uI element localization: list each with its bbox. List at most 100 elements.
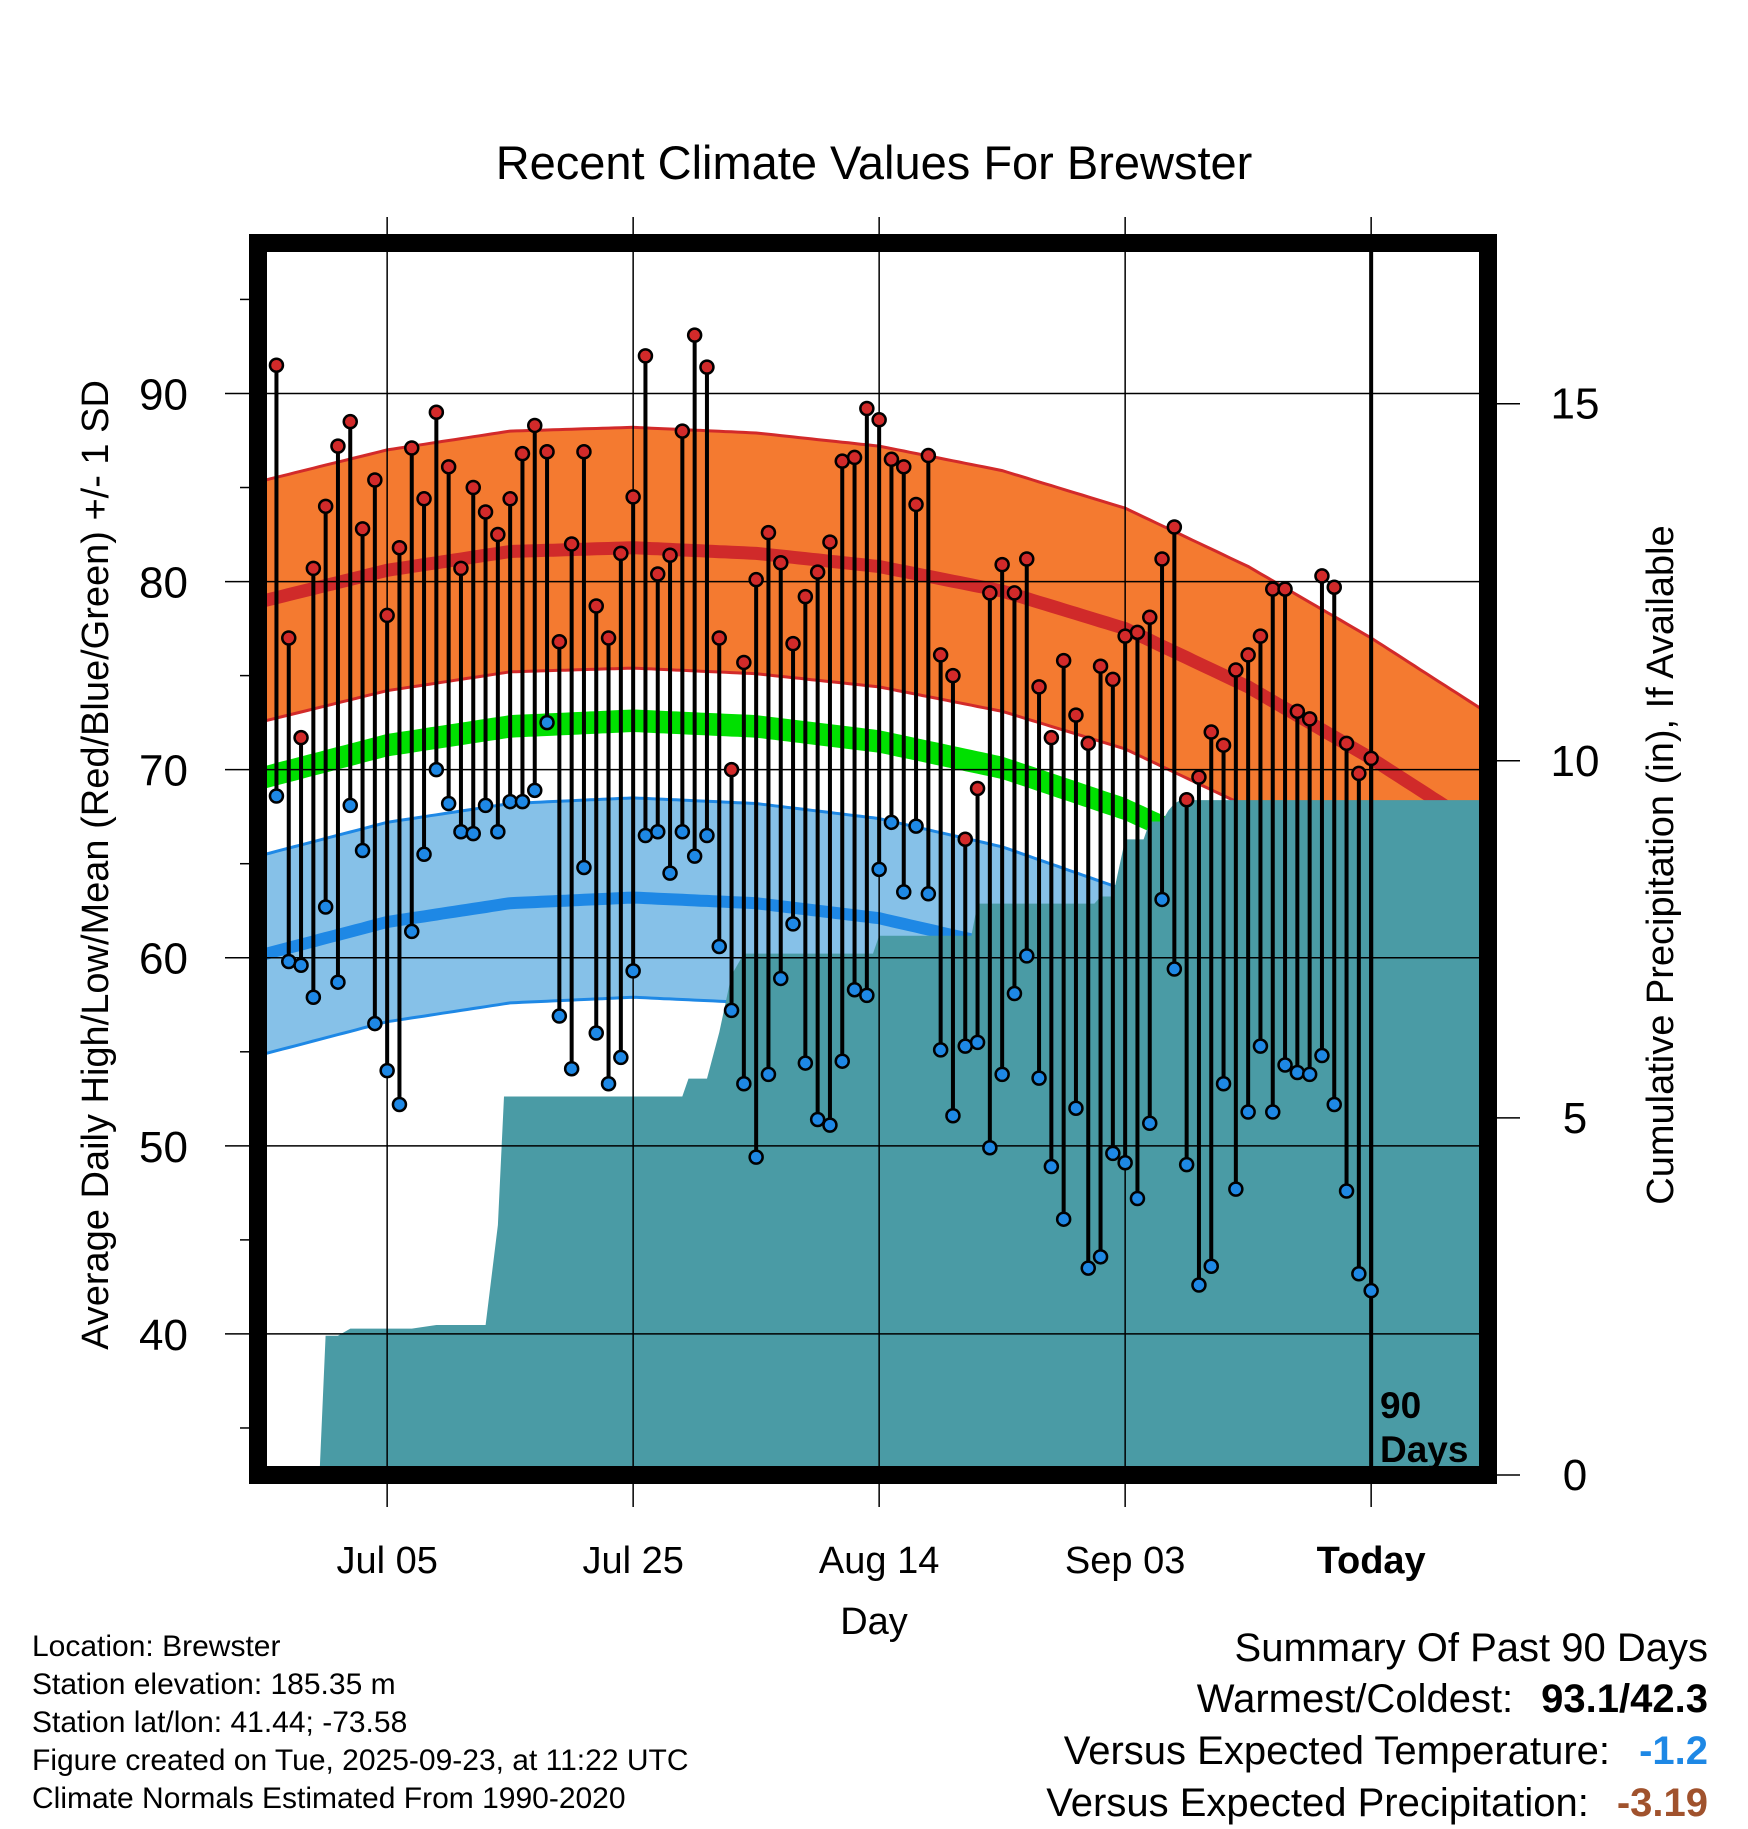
daily-high-point (773, 555, 789, 571)
daily-low-point (354, 842, 371, 859)
daily-high-point (1166, 519, 1183, 535)
daily-low-point (760, 1066, 777, 1083)
daily-low-point (539, 714, 555, 731)
daily-low-point (428, 761, 445, 778)
daily-low-point (404, 923, 420, 940)
window-label-line2: Days (1380, 1429, 1468, 1470)
daily-high-point (1326, 579, 1342, 595)
daily-high-point (1363, 750, 1379, 767)
daily-high-point (539, 444, 555, 460)
daily-high-point (674, 423, 691, 439)
daily-low-point (785, 916, 801, 932)
daily-high-point (883, 451, 900, 468)
daily-high-point (1055, 652, 1072, 669)
daily-high-point (822, 534, 838, 550)
daily-high-point (797, 588, 814, 605)
daily-high-point (490, 526, 506, 543)
daily-low-point (1178, 1156, 1195, 1173)
y2-tick-label: 5 (1563, 1094, 1587, 1143)
summary-panel: Summary Of Past 90 Days Warmest/Coldest:… (1046, 1623, 1708, 1829)
summary-title: Summary Of Past 90 Days (1234, 1626, 1708, 1670)
daily-high-point (846, 449, 863, 466)
daily-low-point (342, 797, 358, 814)
daily-low-point (551, 1008, 568, 1024)
daily-high-point (576, 444, 592, 460)
daily-high-point (404, 440, 420, 456)
daily-low-point (1080, 1260, 1096, 1276)
daily-low-point (908, 818, 924, 834)
daily-high-point (465, 479, 481, 496)
daily-low-point (1326, 1096, 1342, 1113)
daily-high-point (1240, 647, 1256, 663)
x-tick-label: Jul 05 (336, 1540, 437, 1582)
daily-high-point (785, 635, 801, 652)
daily-high-point (330, 438, 346, 454)
daily-high-point (1252, 628, 1269, 644)
daily-low-point (736, 1076, 752, 1092)
daily-high-point (342, 413, 358, 430)
daily-high-point (1178, 792, 1195, 808)
daily-low-point (490, 823, 506, 840)
daily-high-point (1351, 765, 1367, 782)
daily-low-point (883, 814, 900, 831)
daily-high-point (1117, 628, 1133, 644)
daily-low-point (1129, 1190, 1146, 1207)
daily-high-point (527, 417, 543, 434)
normals-text: Climate Normals Estimated From 1990-2020 (32, 1782, 626, 1815)
daily-high-point (871, 412, 887, 428)
daily-high-point (736, 654, 752, 671)
daily-low-point (1277, 1057, 1293, 1073)
daily-low-point (563, 1060, 580, 1077)
daily-low-point (920, 886, 937, 902)
daily-high-point (686, 327, 703, 343)
precip-departure-value: -3.19 (1616, 1781, 1708, 1825)
daily-low-point (969, 1034, 986, 1051)
daily-high-point (563, 536, 580, 552)
daily-high-point (1301, 711, 1318, 727)
daily-low-point (1289, 1064, 1306, 1081)
daily-low-point (859, 987, 875, 1004)
daily-low-point (1240, 1104, 1256, 1120)
daily-high-point (662, 547, 678, 563)
daily-high-point (1142, 609, 1158, 626)
temp-departure-value: -1.2 (1639, 1729, 1708, 1773)
daily-low-point (1117, 1155, 1133, 1171)
daily-low-point (932, 1042, 949, 1058)
daily-high-point (1191, 769, 1207, 785)
daily-low-point (305, 989, 322, 1005)
x-tick-label: Jul 25 (582, 1540, 683, 1582)
daily-high-point (281, 630, 297, 646)
daily-high-point (428, 404, 445, 421)
daily-low-point (1105, 1145, 1121, 1162)
daily-low-point (416, 846, 432, 863)
daily-low-point (1338, 1183, 1355, 1199)
daily-high-point (416, 491, 432, 507)
x-tick-label: Aug 14 (819, 1540, 939, 1582)
daily-high-point (268, 357, 285, 374)
precip-departure-label: Versus Expected Precipitation: (1046, 1781, 1589, 1825)
daily-high-point (1019, 551, 1035, 567)
warm-cold-row: Warmest/Coldest: 93.1/42.3 (1046, 1673, 1708, 1725)
daily-low-point (317, 899, 334, 915)
daily-low-point (1191, 1277, 1207, 1293)
daily-low-point (945, 1107, 961, 1124)
daily-low-point (330, 974, 346, 990)
daily-low-point (871, 861, 887, 878)
daily-low-point (674, 823, 691, 840)
daily-high-point (379, 607, 395, 624)
daily-high-point (945, 667, 961, 684)
daily-low-point (514, 793, 531, 810)
daily-low-point (367, 1015, 383, 1032)
daily-low-point (1215, 1076, 1232, 1092)
daily-high-point (969, 780, 986, 797)
y-tick-label: 60 (139, 935, 188, 984)
y-tick-label: 80 (139, 559, 188, 608)
y2-tick-label: 15 (1551, 380, 1600, 429)
daily-low-point (994, 1066, 1010, 1083)
daily-high-point (1215, 737, 1232, 753)
elevation-text: Station elevation: 185.35 m (32, 1668, 396, 1701)
daily-high-point (896, 459, 912, 475)
temp-departure-row: Versus Expected Temperature: -1.2 (1046, 1725, 1708, 1777)
plot-frame (249, 234, 1497, 1484)
